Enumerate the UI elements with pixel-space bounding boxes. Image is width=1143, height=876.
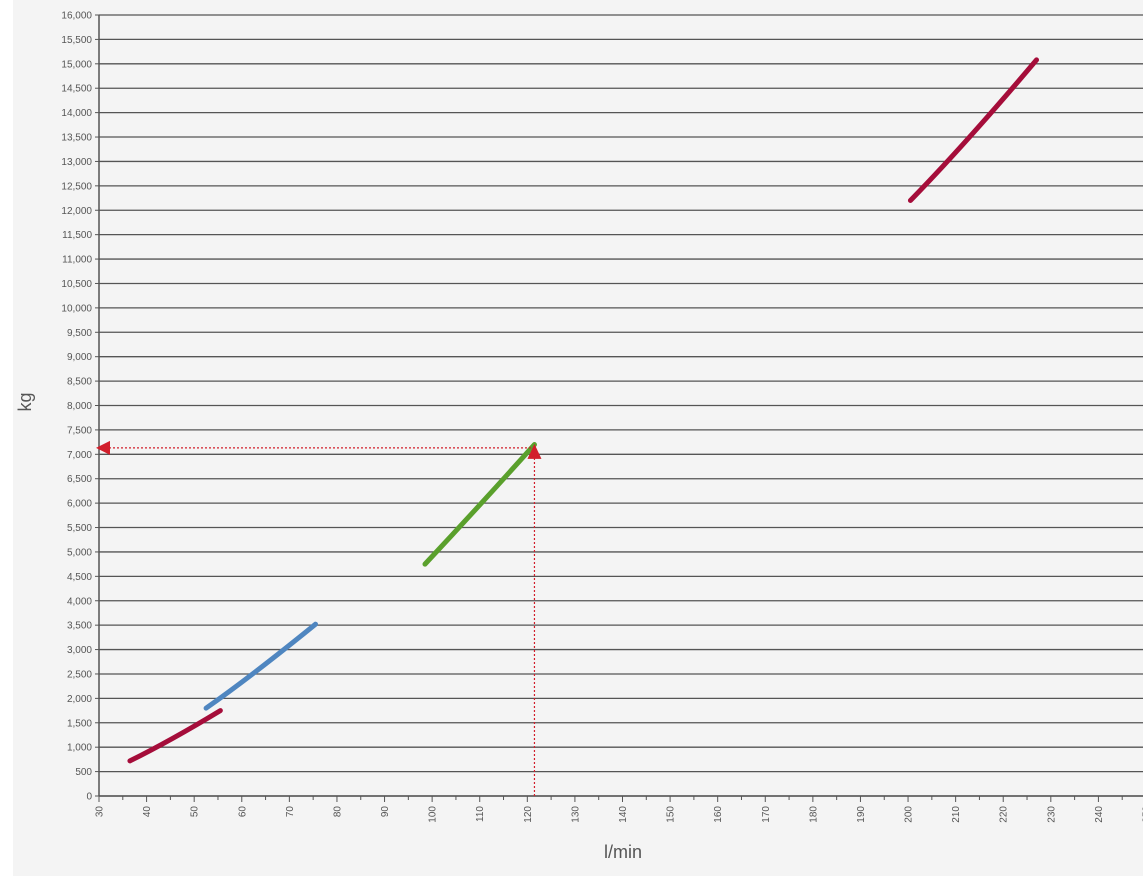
y-tick-label: 0	[86, 792, 92, 803]
y-tick-label: 16,000	[61, 11, 92, 22]
grid-lines	[99, 14, 1143, 797]
y-tick-label: 14,500	[61, 84, 92, 95]
y-tick-label: 8,500	[67, 377, 92, 388]
y-tick-label: 3,000	[67, 645, 92, 656]
x-tick-label: 170	[761, 806, 772, 823]
y-tick-label: 12,000	[61, 206, 92, 217]
y-tick-label: 9,500	[67, 328, 92, 339]
y-tick-label: 1,000	[67, 743, 92, 754]
x-tick-label: 100	[428, 806, 439, 823]
y-tick-label: 4,500	[67, 572, 92, 583]
x-tick-label: 190	[856, 806, 867, 823]
y-tick-label: 11,000	[62, 255, 92, 266]
y-tick-label: 7,500	[67, 425, 92, 436]
y-tick-label: 13,000	[61, 157, 92, 168]
y-tick-label: 8,000	[67, 401, 92, 412]
y-tick-label: 3,500	[67, 621, 92, 632]
y-tick-label: 2,000	[67, 694, 92, 705]
x-tick-label: 40	[142, 806, 153, 818]
series-lines	[127, 57, 1040, 764]
y-tick-label: 13,500	[61, 133, 92, 144]
y-tick-label: 5,000	[67, 547, 92, 558]
x-axis-title: l/min	[604, 842, 642, 862]
chart-panel: 0 500 1,000 1,500 2,000 2,500 3,000 3,500 4,000 4…	[13, 0, 1143, 876]
series-line-3	[422, 442, 537, 567]
x-tick-label: 250	[1142, 806, 1143, 823]
x-tick-label: 80	[332, 806, 343, 818]
y-tick-label: 500	[75, 767, 92, 778]
x-tick-label: 110	[475, 806, 486, 822]
x-tick-label: 70	[285, 806, 296, 818]
x-tick-label: 150	[666, 806, 677, 823]
x-tick-label: 160	[713, 806, 724, 823]
y-tick-label: 12,500	[61, 181, 92, 192]
x-tick-label: 200	[904, 806, 915, 823]
y-tick-label: 15,500	[61, 35, 92, 46]
left-arrowhead	[96, 440, 110, 455]
x-tick-label: 230	[1046, 806, 1057, 823]
y-tick-label: 2,500	[67, 669, 92, 680]
x-tick-label: 120	[523, 806, 534, 823]
x-tick-label: 90	[380, 806, 391, 818]
chart-svg: 0 500 1,000 1,500 2,000 2,500 3,000 3,500 4,000 4…	[15, 11, 1143, 862]
x-tick-label: 140	[618, 806, 629, 823]
series-line-1	[127, 708, 223, 764]
reading-guide	[96, 440, 542, 796]
y-tick-label: 11,500	[62, 230, 92, 241]
axes	[95, 14, 1143, 802]
x-tick-label: 130	[570, 806, 581, 823]
x-tick-label: 220	[999, 806, 1010, 823]
series-line-4	[907, 57, 1040, 203]
x-tick-label: 240	[1094, 806, 1105, 823]
y-tick-label: 10,500	[61, 279, 92, 290]
y-tick-label: 10,000	[61, 303, 92, 314]
y-tick-labels: 0 500 1,000 1,500 2,000 2,500 3,000 3,500 4,000 4…	[61, 11, 92, 803]
x-tick-label: 30	[95, 806, 106, 818]
y-tick-label: 14,000	[61, 108, 92, 119]
y-tick-label: 6,500	[67, 474, 92, 485]
y-tick-label: 4,000	[67, 596, 92, 607]
y-tick-label: 6,000	[67, 499, 92, 510]
x-tick-label: 210	[951, 806, 962, 823]
x-tick-label: 180	[808, 806, 819, 823]
y-tick-label: 7,000	[67, 450, 92, 461]
x-tick-labels: 30 40 50 60 70 80 90 100 110 120 130 140 150 160 170 18…	[95, 806, 1143, 823]
up-arrowhead	[527, 443, 542, 459]
y-axis-title: kg	[15, 392, 35, 411]
y-tick-label: 9,000	[67, 352, 92, 363]
y-tick-label: 15,000	[61, 59, 92, 70]
x-tick-label: 60	[237, 806, 248, 818]
x-tick-label: 50	[190, 806, 201, 818]
series-line-2	[203, 621, 319, 711]
y-tick-label: 1,500	[67, 718, 92, 729]
y-tick-label: 5,500	[67, 523, 92, 534]
